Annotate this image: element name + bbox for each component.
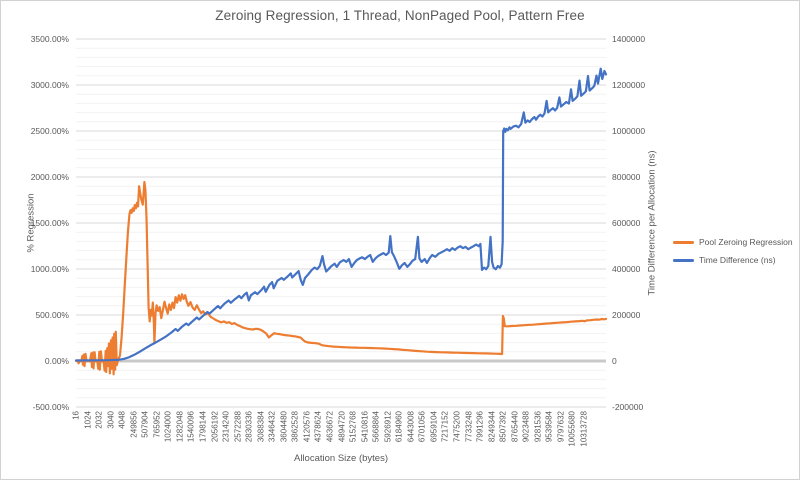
y-tick-label-right: 1200000: [612, 80, 646, 90]
legend-label: Time Difference (ns): [699, 255, 776, 265]
x-tick-label: 4120576: [302, 411, 312, 443]
x-tick-label: 16: [71, 411, 81, 420]
x-tick-label: 8249344: [487, 411, 497, 443]
x-tick-label: 5926912: [383, 411, 393, 443]
x-tick-label: 765952: [152, 411, 162, 438]
x-tick-label: 3040: [106, 411, 116, 429]
y-tick-label-left: 3000.00%: [30, 80, 69, 90]
x-tick-label: 8765440: [510, 411, 520, 443]
y-tick-label-right: 200000: [612, 310, 641, 320]
x-tick-label: 10055680: [567, 411, 577, 447]
y-tick-label-left: 500.00%: [35, 310, 69, 320]
y-tick-label-right: -200000: [612, 402, 644, 412]
x-tick-label: 4378624: [313, 411, 323, 443]
x-axis-title: Allocation Size (bytes): [294, 453, 388, 464]
x-tick-label: 1798144: [198, 411, 208, 443]
legend-item: Pool Zeroing Regression: [673, 237, 793, 247]
x-tick-label: 1024000: [163, 411, 173, 443]
x-tick-label: 9023488: [521, 411, 531, 443]
x-tick-label: 249856: [129, 411, 139, 438]
x-tick-label: 6959104: [429, 411, 439, 443]
x-tick-label: 7733248: [464, 411, 474, 443]
x-tick-label: 5668864: [371, 411, 381, 443]
x-tick-label: 6184960: [394, 411, 404, 443]
series-line-pool-zeroing-regression: [74, 180, 608, 376]
x-tick-label: 5410816: [360, 411, 370, 443]
y-tick-label-right: 600000: [612, 218, 641, 228]
x-tick-label: 6443008: [406, 411, 416, 443]
y-tick-label-right: 0: [612, 356, 617, 366]
y-tick-label-left: 0.00%: [44, 356, 69, 366]
x-tick-label: 6701056: [417, 411, 427, 443]
y-axis-left-title: % Regression: [25, 193, 37, 253]
x-tick-label: 1540096: [186, 411, 196, 443]
x-tick-label: 2830336: [244, 411, 254, 443]
y-tick-label-left: 2500.00%: [30, 126, 69, 136]
y-tick-label-right: 400000: [612, 264, 641, 274]
x-tick-label: 4048: [117, 411, 127, 429]
x-tick-label: 1282048: [175, 411, 185, 443]
x-tick-label: 8507392: [498, 411, 508, 443]
plot-area: [74, 38, 608, 408]
x-tick-label: 4894720: [337, 411, 347, 443]
y-axis-right-title: Time Difference per Allocation (ns): [646, 150, 658, 296]
y-tick-label-right: 800000: [612, 172, 641, 182]
legend: Pool Zeroing Regression Time Difference (…: [673, 237, 793, 265]
x-tick-label: 10313728: [579, 411, 589, 447]
legend-swatch: [673, 240, 694, 244]
legend-swatch: [673, 258, 694, 262]
x-tick-label: 2056192: [210, 411, 220, 443]
x-tick-label: 9797632: [556, 411, 566, 443]
x-tick-label: 2314240: [221, 411, 231, 443]
legend-label: Pool Zeroing Regression: [699, 237, 793, 247]
legend-item: Time Difference (ns): [673, 255, 793, 265]
y-tick-label-left: 3500.00%: [30, 34, 69, 44]
x-tick-label: 9281536: [533, 411, 543, 443]
x-tick-label: 3604480: [279, 411, 289, 443]
x-tick-label: 2032: [94, 411, 104, 429]
series-line-time-difference-ns: [74, 67, 608, 362]
y-tick-label-left: 2000.00%: [30, 172, 69, 182]
y-tick-label-right: 1000000: [612, 126, 646, 136]
x-tick-label: 4636672: [325, 411, 335, 443]
x-tick-label: 507904: [140, 411, 150, 438]
x-tick-label: 7475200: [452, 411, 462, 443]
x-tick-label: 1024: [83, 411, 93, 429]
x-tick-label: 2572288: [233, 411, 243, 443]
x-tick-label: 7217152: [440, 411, 450, 443]
x-tick-label: 3346432: [267, 411, 277, 443]
chart-title: Zeroing Regression, 1 Thread, NonPaged P…: [215, 8, 585, 23]
x-tick-label: 5152768: [348, 411, 358, 443]
y-tick-label-left: -500.00%: [32, 402, 69, 412]
y-tick-label-left: 1500.00%: [30, 218, 69, 228]
x-tick-label: 3862528: [290, 411, 300, 443]
x-tick-label: 9539584: [544, 411, 554, 443]
x-tick-label: 3088384: [256, 411, 266, 443]
y-tick-label-left: 1000.00%: [30, 264, 69, 274]
x-tick-label: 7991296: [475, 411, 485, 443]
y-tick-label-right: 1400000: [612, 34, 646, 44]
plot-svg: [74, 38, 608, 408]
